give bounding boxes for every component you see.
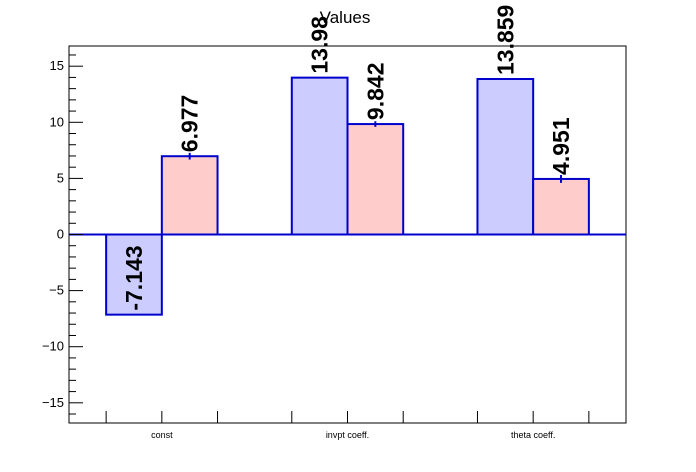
x-axis: const invpt coeff. theta coeff. — [105, 411, 590, 440]
bar-s1-2 — [290, 76, 349, 236]
bar-s2-3 — [532, 177, 590, 236]
bar-labels-layer: -7.143 13.98 13.859 6.977 9.842 4.951 — [121, 5, 574, 311]
x-category-label: const — [151, 430, 173, 440]
bar-s2-1 — [160, 155, 219, 236]
bars-layer — [69, 76, 626, 316]
bar-label-s1-3: 13.859 — [492, 5, 518, 75]
x-category-label: invpt coeff. — [326, 430, 369, 440]
y-axis: −15 −10 −5 0 5 10 15 — [42, 54, 83, 415]
y-tick-label: −5 — [49, 283, 64, 298]
bar-label-s2-2: 9.842 — [362, 63, 388, 121]
bar-label-s1-2: 13.98 — [307, 16, 333, 74]
bar-label-s2-1: 6.977 — [177, 95, 203, 153]
y-tick-label: −15 — [42, 395, 64, 410]
bar-label-s2-3: 4.951 — [548, 117, 574, 175]
bar-label-s1-1: -7.143 — [121, 245, 147, 310]
y-tick-label: 10 — [50, 114, 64, 129]
x-category-label: theta coeff. — [511, 430, 555, 440]
y-tick-label: 15 — [50, 58, 64, 73]
y-tick-label: 0 — [57, 227, 64, 242]
y-tick-label: 5 — [57, 170, 64, 185]
chart-title: Values — [320, 8, 371, 27]
bar-s2-2 — [346, 123, 405, 236]
y-tick-label: −10 — [42, 339, 64, 354]
bar-s1-3 — [476, 77, 535, 236]
